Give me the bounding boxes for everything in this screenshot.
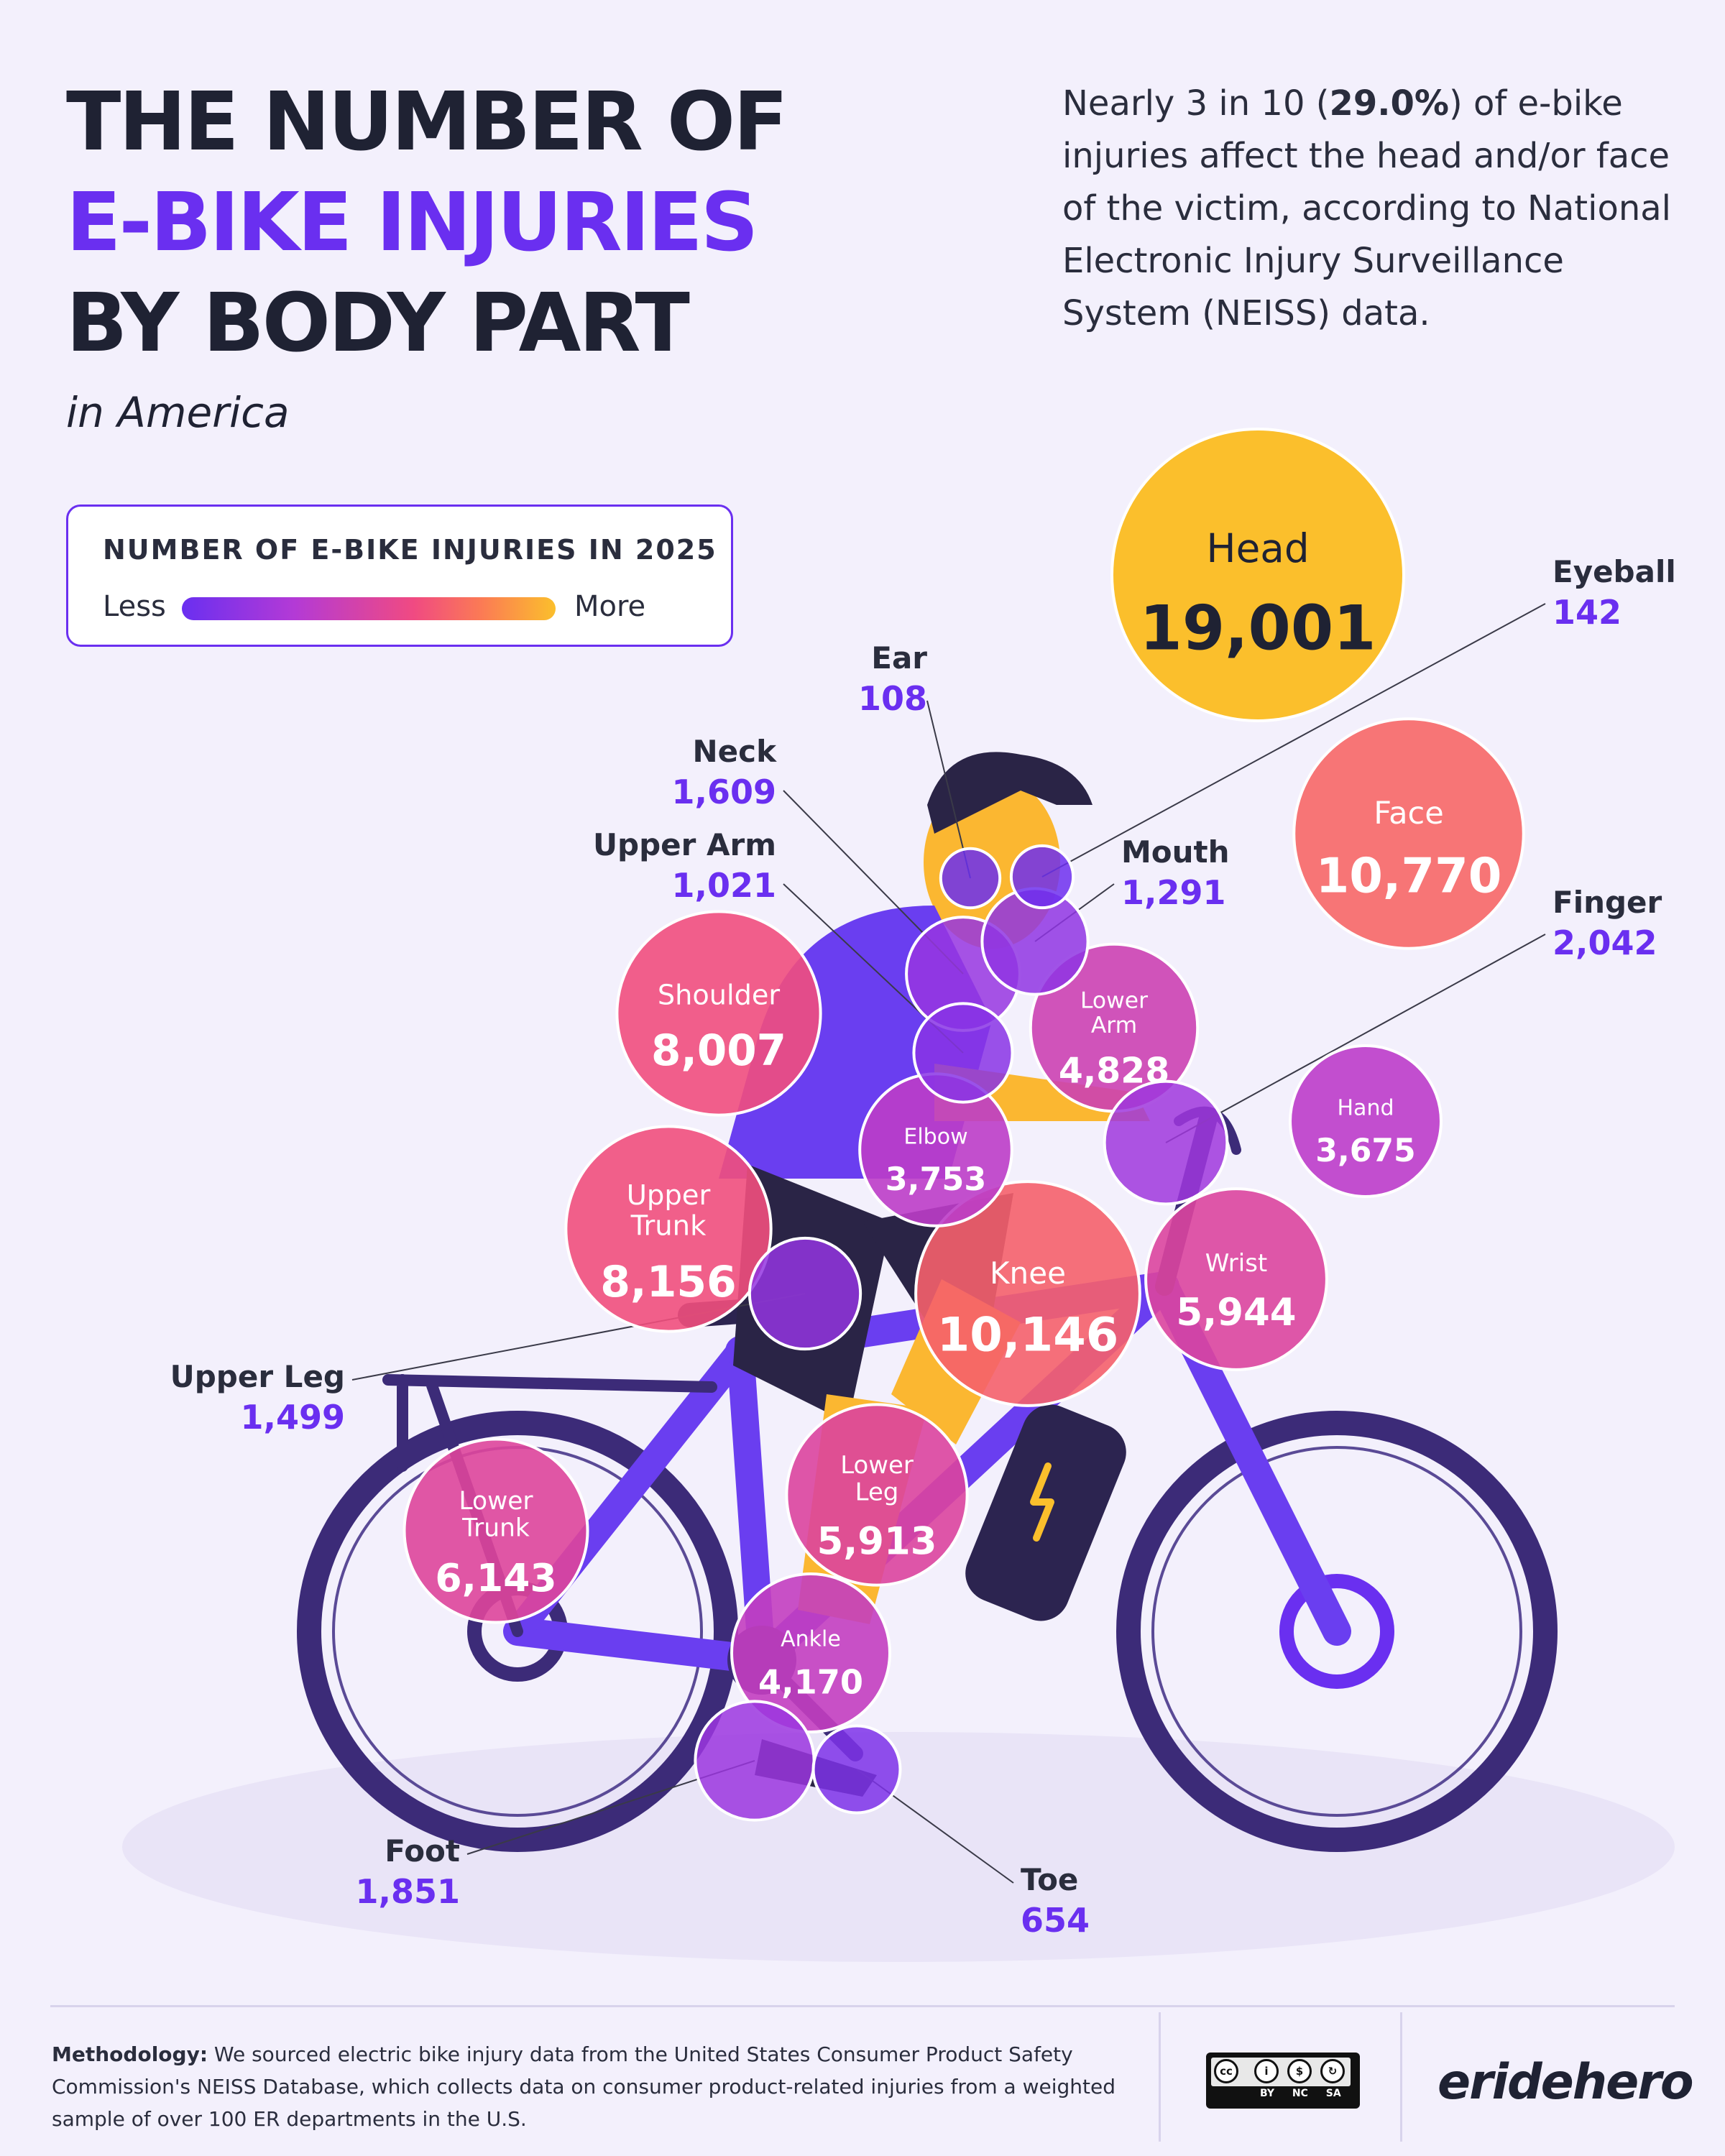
- label-value-upper-leg: 1,499: [240, 1398, 345, 1437]
- label-name-mouth: Mouth: [1121, 834, 1230, 870]
- bubble-value-head: 19,001: [1140, 593, 1376, 664]
- label-value-eyeball: 142: [1552, 593, 1622, 632]
- bubble-ear: [939, 847, 1002, 910]
- brand-logo[interactable]: eridehero: [1438, 2054, 1694, 2111]
- connector-finger: [1165, 934, 1546, 1143]
- bubble-knee: [914, 1180, 1141, 1407]
- label-value-foot: 1,851: [355, 1872, 460, 1911]
- label-value-mouth: 1,291: [1121, 873, 1226, 912]
- color-legend: NUMBER OF E-BIKE INJURIES IN 2025 Less M…: [66, 505, 733, 647]
- bubble-upper-arm: [912, 1002, 1014, 1104]
- methodology-label: Methodology:: [52, 2042, 208, 2066]
- cc-sa-icon: ↻: [1320, 2059, 1345, 2083]
- bubble-name-lower-trunk: Lower: [459, 1487, 533, 1516]
- footer-vertical-divider: [1400, 2012, 1402, 2142]
- bubble-value-face: 10,770: [1316, 847, 1502, 903]
- legend-title: NUMBER OF E-BIKE INJURIES IN 2025: [103, 534, 717, 566]
- bubble-value-lower-arm: 4,828: [1059, 1050, 1169, 1091]
- bubble-elbow: [858, 1072, 1013, 1227]
- bubble-eyeball: [1009, 844, 1075, 910]
- methodology-text: We sourced electric bike injury data fro…: [52, 2042, 1116, 2131]
- bubble-finger: [1103, 1079, 1229, 1206]
- bubble-upper-leg: [748, 1236, 862, 1351]
- bubble-name-lower-leg: Leg: [855, 1478, 899, 1506]
- cc-icon: cc: [1214, 2059, 1238, 2083]
- bubble-name-hand: Hand: [1338, 1095, 1394, 1120]
- intro-before: Nearly 3 in 10 (: [1062, 83, 1330, 124]
- bubble-head: [1110, 428, 1405, 722]
- bubble-value-wrist: 5,944: [1176, 1291, 1296, 1335]
- bubble-group: [402, 428, 1525, 1822]
- bubble-foot: [694, 1700, 816, 1822]
- label-value-finger: 2,042: [1552, 923, 1657, 962]
- bubble-upper-trunk: [564, 1125, 773, 1333]
- bubble-value-knee: 10,146: [937, 1307, 1119, 1362]
- bubble-value-elbow: 3,753: [886, 1161, 986, 1198]
- bubble-name-head: Head: [1206, 525, 1309, 571]
- intro-text: Nearly 3 in 10 (29.0%) of e-bike injurie…: [1062, 78, 1680, 340]
- label-name-neck: Neck: [693, 734, 778, 769]
- bubble-lower-leg: [785, 1403, 969, 1587]
- label-name-eyeball: Eyeball: [1552, 554, 1676, 589]
- cc-license-text: BY NC SA: [1260, 2088, 1341, 2099]
- bubble-value-hand: 3,675: [1315, 1133, 1415, 1169]
- bubble-name-upper-trunk: Upper: [627, 1179, 711, 1212]
- connector-eyeball: [1041, 603, 1546, 877]
- title-line-2: E-BIKE INJURIES: [66, 176, 758, 270]
- bubble-value-lower-trunk: 6,143: [435, 1555, 556, 1600]
- methodology-note: Methodology: We sourced electric bike in…: [52, 2038, 1130, 2135]
- legend-less-label: Less: [103, 590, 166, 623]
- bubble-ankle: [730, 1572, 891, 1733]
- label-name-upper-arm: Upper Arm: [593, 827, 776, 862]
- label-name-ear: Ear: [871, 640, 927, 676]
- bubble-name-upper-trunk: Trunk: [630, 1210, 707, 1243]
- label-value-ear: 108: [858, 679, 927, 718]
- bubble-name-knee: Knee: [990, 1256, 1066, 1291]
- label-value-toe: 654: [1021, 1901, 1090, 1940]
- label-name-toe: Toe: [1021, 1862, 1078, 1897]
- label-group: Head19,001Face10,770Knee10,146UpperTrunk…: [170, 525, 1676, 1940]
- subtitle: in America: [66, 388, 290, 437]
- footer-divider: [50, 2005, 1675, 2007]
- legend-gradient-bar: [182, 597, 556, 620]
- label-name-foot: Foot: [385, 1833, 460, 1869]
- bubble-value-upper-trunk: 8,156: [600, 1257, 737, 1307]
- title-line-1: THE NUMBER OF: [66, 75, 788, 169]
- bubble-shoulder: [615, 910, 822, 1117]
- legend-more-label: More: [574, 590, 646, 623]
- bubble-hand: [1289, 1044, 1443, 1198]
- footer-vertical-divider: [1159, 2012, 1161, 2142]
- creative-commons-badge[interactable]: cc i $ ↻ BY NC SA: [1206, 2053, 1360, 2109]
- bubble-name-lower-leg: Lower: [840, 1451, 914, 1479]
- bubble-name-lower-trunk: Trunk: [461, 1514, 530, 1543]
- label-value-upper-arm: 1,021: [671, 866, 776, 905]
- label-name-finger: Finger: [1552, 885, 1662, 920]
- bubble-value-ankle: 4,170: [758, 1662, 863, 1701]
- bubble-name-elbow: Elbow: [903, 1124, 967, 1149]
- bubble-value-shoulder: 8,007: [651, 1026, 786, 1076]
- page-title: THE NUMBER OF E-BIKE INJURIES BY BODY PA…: [66, 72, 788, 374]
- bubble-name-shoulder: Shoulder: [658, 980, 780, 1011]
- bubble-face: [1292, 717, 1525, 950]
- ground-shadow: [122, 1732, 1675, 1962]
- bubble-name-wrist: Wrist: [1205, 1249, 1267, 1278]
- bubble-toe: [811, 1724, 902, 1815]
- bubble-name-lower-arm: Arm: [1091, 1013, 1137, 1038]
- bubble-wrist: [1144, 1187, 1328, 1371]
- label-value-neck: 1,609: [671, 773, 776, 811]
- intro-after: ) of e-bike injuries affect the head and…: [1062, 83, 1671, 333]
- bubble-value-lower-leg: 5,913: [817, 1520, 937, 1564]
- title-line-3: BY BODY PART: [66, 277, 690, 370]
- cc-by-icon: i: [1254, 2059, 1279, 2083]
- bubble-name-face: Face: [1374, 796, 1444, 831]
- bubble-lower-trunk: [402, 1437, 589, 1624]
- label-name-upper-leg: Upper Leg: [170, 1359, 345, 1394]
- intro-highlight: 29.0%: [1329, 83, 1449, 124]
- cc-nc-icon: $: [1287, 2059, 1312, 2083]
- bubble-name-lower-arm: Lower: [1080, 987, 1148, 1013]
- bubble-name-ankle: Ankle: [781, 1626, 841, 1651]
